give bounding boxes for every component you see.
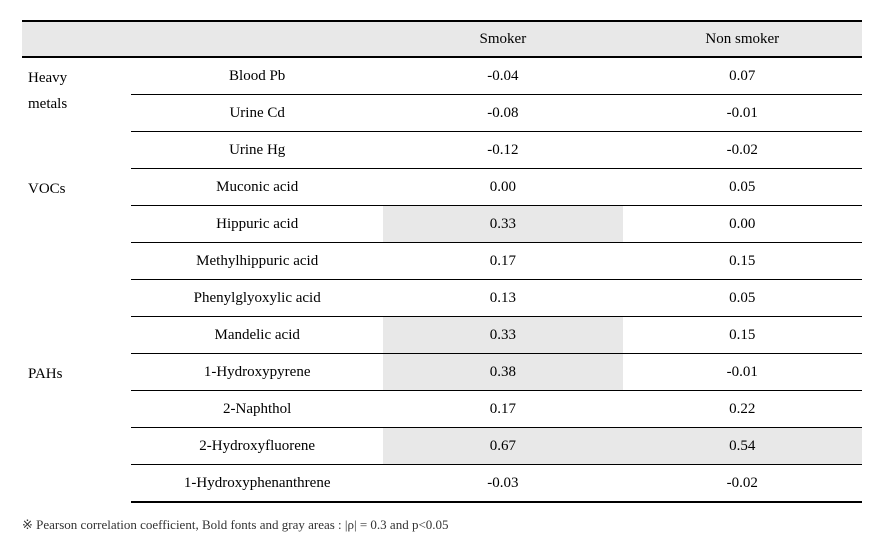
value-smoker: -0.03	[383, 465, 622, 503]
value-smoker: -0.12	[383, 132, 622, 169]
value-nonsmoker: -0.02	[623, 465, 862, 503]
value-smoker: 0.33	[383, 317, 622, 354]
analyte-label: Muconic acid	[131, 169, 383, 206]
header-nonsmoker: Non smoker	[623, 21, 862, 57]
header-blank-2	[131, 21, 383, 57]
category-pahs: PAHs	[22, 354, 131, 503]
value-nonsmoker: 0.00	[623, 206, 862, 243]
header-smoker: Smoker	[383, 21, 622, 57]
header-blank-1	[22, 21, 131, 57]
analyte-label: Hippuric acid	[131, 206, 383, 243]
value-smoker: 0.13	[383, 280, 622, 317]
table-row: Methylhippuric acid 0.17 0.15	[22, 243, 862, 280]
value-smoker: 0.17	[383, 243, 622, 280]
value-nonsmoker: 0.07	[623, 57, 862, 95]
header-row: Smoker Non smoker	[22, 21, 862, 57]
value-smoker: 0.00	[383, 169, 622, 206]
value-nonsmoker: -0.01	[623, 95, 862, 132]
table-row: 2-Hydroxyfluorene 0.67 0.54	[22, 428, 862, 465]
analyte-label: 1-Hydroxyphenanthrene	[131, 465, 383, 503]
value-nonsmoker: 0.54	[623, 428, 862, 465]
table-row: PAHs 1-Hydroxypyrene 0.38 -0.01	[22, 354, 862, 391]
table-row: 1-Hydroxyphenanthrene -0.03 -0.02	[22, 465, 862, 503]
value-smoker: 0.38	[383, 354, 622, 391]
table-row: Hippuric acid 0.33 0.00	[22, 206, 862, 243]
analyte-label: 1-Hydroxypyrene	[131, 354, 383, 391]
analyte-label: 2-Naphthol	[131, 391, 383, 428]
value-nonsmoker: 0.15	[623, 317, 862, 354]
table-row: VOCs Muconic acid 0.00 0.05	[22, 169, 862, 206]
value-smoker: -0.04	[383, 57, 622, 95]
analyte-label: Methylhippuric acid	[131, 243, 383, 280]
analyte-label: Urine Hg	[131, 132, 383, 169]
table-row: Mandelic acid 0.33 0.15	[22, 317, 862, 354]
table-row: 2-Naphthol 0.17 0.22	[22, 391, 862, 428]
value-nonsmoker: -0.01	[623, 354, 862, 391]
value-nonsmoker: 0.22	[623, 391, 862, 428]
table-row: Heavymetals Blood Pb -0.04 0.07	[22, 57, 862, 95]
value-nonsmoker: 0.15	[623, 243, 862, 280]
value-smoker: 0.67	[383, 428, 622, 465]
category-heavy-metals: Heavymetals	[22, 57, 131, 169]
analyte-label: 2-Hydroxyfluorene	[131, 428, 383, 465]
value-nonsmoker: -0.02	[623, 132, 862, 169]
table-footnote: ※ Pearson correlation coefficient, Bold …	[22, 503, 862, 533]
value-smoker: 0.17	[383, 391, 622, 428]
table-row: Urine Hg -0.12 -0.02	[22, 132, 862, 169]
value-smoker: 0.33	[383, 206, 622, 243]
analyte-label: Urine Cd	[131, 95, 383, 132]
table-row: Phenylglyoxylic acid 0.13 0.05	[22, 280, 862, 317]
analyte-label: Blood Pb	[131, 57, 383, 95]
analyte-label: Phenylglyoxylic acid	[131, 280, 383, 317]
category-vocs: VOCs	[22, 169, 131, 354]
value-smoker: -0.08	[383, 95, 622, 132]
correlation-table: Smoker Non smoker Heavymetals Blood Pb -…	[22, 20, 862, 503]
value-nonsmoker: 0.05	[623, 169, 862, 206]
table-row: Urine Cd -0.08 -0.01	[22, 95, 862, 132]
analyte-label: Mandelic acid	[131, 317, 383, 354]
value-nonsmoker: 0.05	[623, 280, 862, 317]
